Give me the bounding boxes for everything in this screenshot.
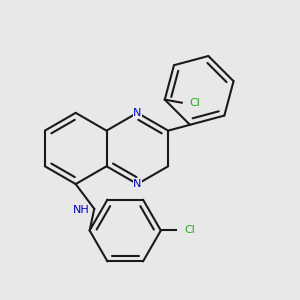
Text: NH: NH [73,206,90,215]
Text: N: N [133,108,142,118]
Text: Cl: Cl [190,98,200,108]
Text: Cl: Cl [184,226,195,236]
Text: N: N [133,179,142,189]
